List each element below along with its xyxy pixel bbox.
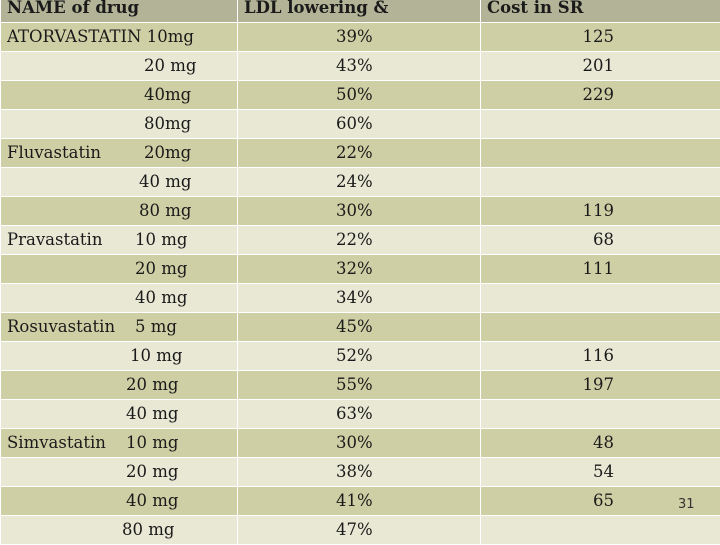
ldl-lowering-value: 60% xyxy=(238,110,481,139)
drug-name: ATORVASTATIN 10mg xyxy=(7,23,194,51)
table-body: ATORVASTATIN 10mg 39%125 20 mg 43%201 40mg 50… xyxy=(1,23,720,545)
cost-value xyxy=(481,313,720,342)
table-row: 20 mg 55%197 xyxy=(1,371,720,400)
ldl-lowering-value: 34% xyxy=(238,284,481,313)
cost-value: 68 xyxy=(481,226,720,255)
drug-cell: Pravastatin 10 mg xyxy=(1,226,238,255)
table-row: 80mg 60% xyxy=(1,110,720,139)
drug-dose: 40mg xyxy=(144,81,191,109)
drug-dose: 40 mg xyxy=(139,168,191,196)
cost-value: 111 xyxy=(481,255,720,284)
drug-cell: 40 mg xyxy=(1,284,238,313)
cost-value: 197 xyxy=(481,371,720,400)
drug-dose: 80mg xyxy=(144,110,191,138)
header-drug-name: NAME of drug xyxy=(1,0,238,23)
drug-cell: 40 mg xyxy=(1,487,238,516)
drug-dose: 20 mg xyxy=(135,255,187,283)
drug-dose: 40 mg xyxy=(135,284,187,312)
drug-cell: 20 mg xyxy=(1,52,238,81)
cost-value: 125 xyxy=(481,23,720,52)
cost-value xyxy=(481,139,720,168)
drug-cell: 40mg xyxy=(1,81,238,110)
drug-cell: Simvastatin 10 mg xyxy=(1,429,238,458)
drug-cell: 20 mg xyxy=(1,458,238,487)
drug-cell: 80 mg xyxy=(1,516,238,545)
cost-value xyxy=(481,516,720,545)
header-row: NAME of drug LDL lowering & Cost in SR xyxy=(1,0,720,23)
drug-dose: 5 mg xyxy=(135,313,177,341)
drug-dose: 10 mg xyxy=(126,429,178,457)
ldl-lowering-value: 30% xyxy=(238,197,481,226)
table-row: 20 mg 43%201 xyxy=(1,52,720,81)
drug-dose: 20 mg xyxy=(126,371,178,399)
table-row: Pravastatin 10 mg 22%68 xyxy=(1,226,720,255)
table-row: 40 mg 34% xyxy=(1,284,720,313)
drug-cell: 40 mg xyxy=(1,400,238,429)
drug-name: Fluvastatin xyxy=(7,139,101,167)
drug-name: Simvastatin xyxy=(7,429,106,457)
table-row: ATORVASTATIN 10mg 39%125 xyxy=(1,23,720,52)
drug-dose: 10 mg xyxy=(130,342,182,370)
ldl-lowering-value: 41% xyxy=(238,487,481,516)
ldl-lowering-value: 22% xyxy=(238,226,481,255)
drug-cell: ATORVASTATIN 10mg xyxy=(1,23,238,52)
cost-value xyxy=(481,284,720,313)
drug-dose: 40 mg xyxy=(126,400,178,428)
drug-cell: Fluvastatin 20mg xyxy=(1,139,238,168)
cost-value: 54 xyxy=(481,458,720,487)
table-row: 40 mg 63% xyxy=(1,400,720,429)
table-row: 20 mg 38%54 xyxy=(1,458,720,487)
cost-value xyxy=(481,110,720,139)
ldl-lowering-value: 30% xyxy=(238,429,481,458)
drug-cell: 80 mg xyxy=(1,197,238,226)
cost-value: 119 xyxy=(481,197,720,226)
cost-value: 229 xyxy=(481,81,720,110)
drug-cell: Rosuvastatin 5 mg xyxy=(1,313,238,342)
table-row: 40 mg 24% xyxy=(1,168,720,197)
drug-dose: 20 mg xyxy=(144,52,196,80)
drug-cell: 10 mg xyxy=(1,342,238,371)
drug-cell: 20 mg xyxy=(1,371,238,400)
drug-dose: 10 mg xyxy=(135,226,187,254)
drug-name: Pravastatin xyxy=(7,226,102,254)
ldl-lowering-value: 43% xyxy=(238,52,481,81)
ldl-lowering-value: 47% xyxy=(238,516,481,545)
ldl-lowering-value: 45% xyxy=(238,313,481,342)
drug-cell: 80mg xyxy=(1,110,238,139)
drug-dose: 80 mg xyxy=(139,197,191,225)
drug-dose: 20mg xyxy=(144,139,191,167)
drug-name: Rosuvastatin xyxy=(7,313,115,341)
table-row: 80 mg 30%119 xyxy=(1,197,720,226)
header-cost: Cost in SR xyxy=(481,0,720,23)
cost-value: 116 xyxy=(481,342,720,371)
table-row: 20 mg 32%111 xyxy=(1,255,720,284)
drug-cell: 20 mg xyxy=(1,255,238,284)
table-row: 40mg 50%229 xyxy=(1,81,720,110)
ldl-lowering-value: 38% xyxy=(238,458,481,487)
drug-dose: 20 mg xyxy=(126,458,178,486)
ldl-lowering-value: 55% xyxy=(238,371,481,400)
table-row: Simvastatin 10 mg 30%48 xyxy=(1,429,720,458)
header-ldl-lowering: LDL lowering & xyxy=(238,0,481,23)
ldl-lowering-value: 52% xyxy=(238,342,481,371)
table-row: Rosuvastatin 5 mg 45% xyxy=(1,313,720,342)
ldl-lowering-value: 50% xyxy=(238,81,481,110)
table-row: Fluvastatin 20mg 22% xyxy=(1,139,720,168)
ldl-lowering-value: 39% xyxy=(238,23,481,52)
ldl-lowering-value: 63% xyxy=(238,400,481,429)
page-number: 31 xyxy=(678,497,695,512)
cost-value: 48 xyxy=(481,429,720,458)
drug-cell: 40 mg xyxy=(1,168,238,197)
cost-value xyxy=(481,168,720,197)
ldl-lowering-value: 22% xyxy=(238,139,481,168)
table-row: 10 mg 52%116 xyxy=(1,342,720,371)
drug-dose: 40 mg xyxy=(126,487,178,515)
ldl-lowering-value: 32% xyxy=(238,255,481,284)
cost-value: 201 xyxy=(481,52,720,81)
ldl-lowering-value: 24% xyxy=(238,168,481,197)
cost-value xyxy=(481,400,720,429)
